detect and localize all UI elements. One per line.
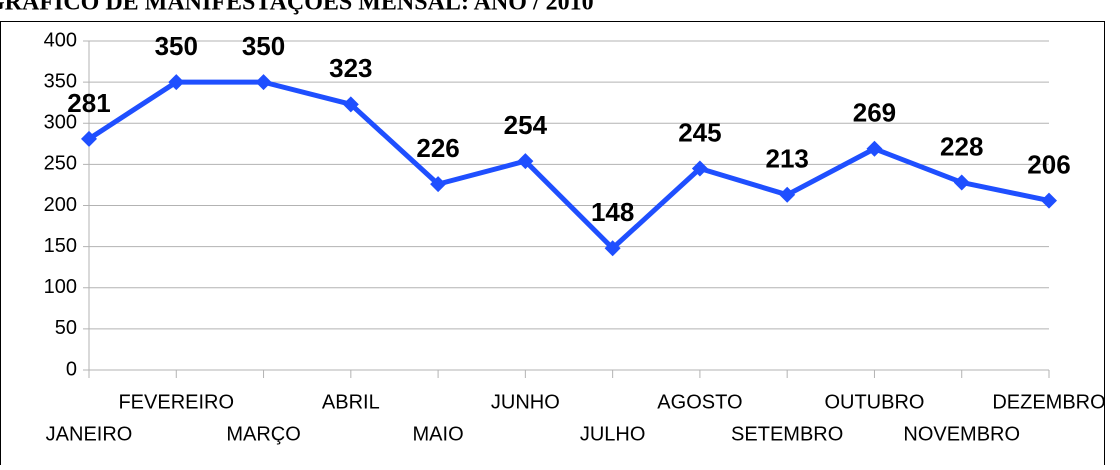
marker [430, 176, 447, 193]
y-tick-label: 150 [44, 235, 77, 257]
line [87, 79, 1050, 251]
marker [517, 153, 534, 170]
y-tick-label: 350 [44, 70, 77, 92]
x-tick-label: MARÇO [226, 423, 300, 445]
data-label: 226 [416, 133, 459, 163]
marker [255, 74, 272, 91]
data-label: 281 [67, 88, 110, 118]
y-tick-label: 50 [55, 317, 77, 339]
data-label: 254 [504, 110, 548, 140]
data-label: 269 [853, 98, 896, 128]
x-tick-label: OUTUBRO [824, 391, 924, 413]
x-tick-label: ABRIL [322, 391, 380, 413]
y-tick-label: 400 [44, 29, 77, 51]
x-tick-label: NOVEMBRO [903, 423, 1020, 445]
marker [81, 130, 97, 147]
data-label: 228 [940, 131, 983, 161]
y-tick-label: 100 [44, 276, 77, 298]
x-tick-label: FEVEREIRO [118, 391, 234, 413]
marker [691, 160, 708, 177]
y-tick-label: 200 [44, 194, 77, 216]
data-label: 350 [242, 31, 285, 61]
marker [604, 240, 621, 257]
y-tick-label: 300 [44, 112, 77, 134]
x-tick-label: JUNHO [491, 391, 560, 413]
data-label: 323 [329, 53, 372, 83]
marker [168, 74, 185, 91]
x-tick-label: DEZEMBRO [992, 391, 1105, 413]
x-tick-label: JANEIRO [46, 423, 133, 445]
x-tick-label: SETEMBRO [731, 423, 843, 445]
data-label: 213 [765, 144, 808, 174]
marker [866, 140, 883, 157]
data-label: 350 [155, 31, 198, 61]
data-label: 206 [1027, 149, 1070, 179]
data-label: 245 [678, 117, 721, 147]
marker [342, 96, 359, 113]
x-tick-label: AGOSTO [657, 391, 742, 413]
marker [1041, 192, 1057, 209]
marker [953, 174, 970, 191]
x-tick-label: JULHO [580, 423, 646, 445]
y-tick-label: 0 [66, 358, 77, 380]
y-tick-label: 250 [44, 153, 77, 175]
x-tick-label: MAIO [413, 423, 464, 445]
data-label: 148 [591, 197, 634, 227]
chart-frame [0, 21, 1105, 470]
marker [779, 186, 796, 203]
chart-title: GRÁFICO DE MANIFESTAÇÕES MENSAL: ANO / 2… [0, 0, 594, 16]
